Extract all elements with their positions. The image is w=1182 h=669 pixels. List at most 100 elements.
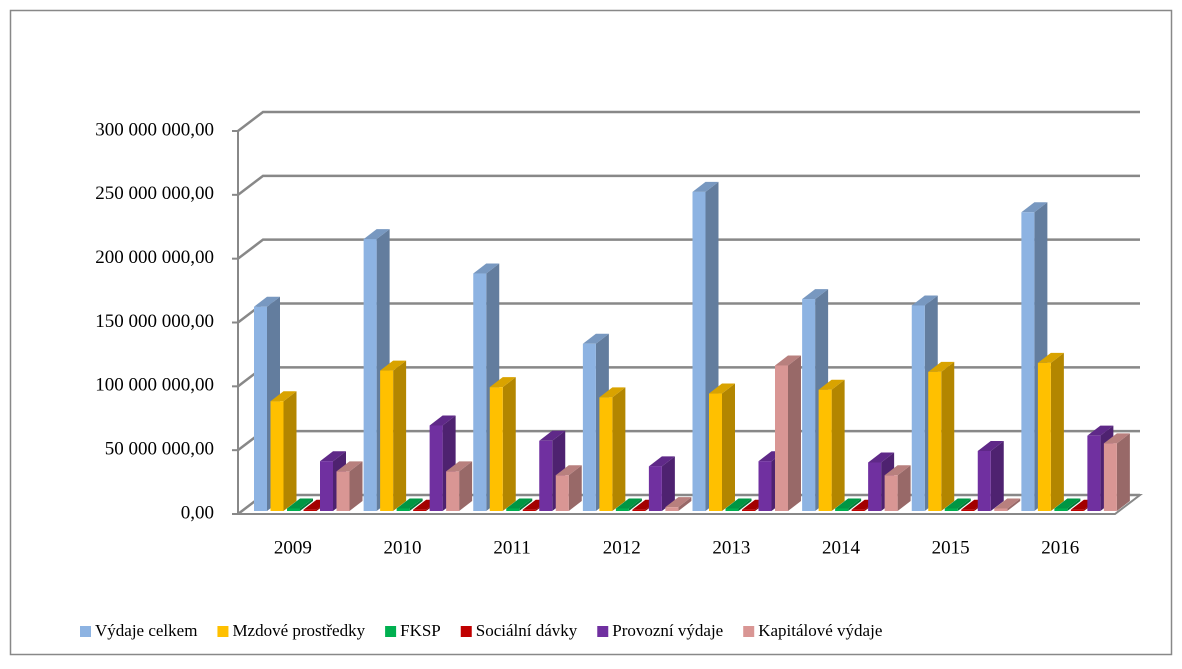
grid-line — [237, 174, 1140, 196]
bar — [336, 471, 350, 511]
x-tick-label: 2009 — [274, 537, 312, 558]
bar-side — [848, 498, 862, 511]
bar-top — [1054, 498, 1081, 509]
bar-top — [802, 289, 829, 300]
bar-top — [648, 456, 675, 467]
bar-top — [928, 361, 955, 372]
bar — [911, 305, 925, 511]
bar — [758, 461, 772, 511]
bar-top — [868, 452, 895, 463]
bar-side — [738, 498, 752, 511]
bar-top — [725, 498, 752, 509]
bar — [1070, 509, 1084, 511]
bar-side — [788, 355, 801, 511]
bar-top — [884, 465, 911, 476]
bar — [413, 509, 427, 511]
y-tick-label: 150 000 000,00 — [95, 311, 214, 332]
bar-side — [283, 391, 297, 511]
bar-side — [1050, 352, 1064, 511]
bar-top — [1021, 202, 1048, 213]
bar-side — [897, 465, 911, 511]
bar — [446, 471, 460, 511]
bar-top — [446, 461, 473, 472]
bar — [928, 371, 942, 511]
legend-swatch — [597, 626, 609, 637]
bar — [539, 440, 553, 511]
bar-side — [502, 377, 516, 511]
bar — [802, 299, 816, 511]
bar — [994, 508, 1008, 511]
bar — [1037, 362, 1051, 511]
bar-side — [957, 498, 971, 511]
bar-side — [409, 498, 423, 511]
bar — [555, 475, 569, 511]
bar — [944, 508, 958, 511]
bar-side — [519, 498, 533, 511]
bar — [977, 450, 991, 511]
bar — [851, 509, 865, 511]
bar-side — [1067, 498, 1081, 511]
bar-top — [254, 296, 280, 307]
bar-top — [539, 430, 566, 441]
bar-top — [911, 295, 938, 306]
bar — [380, 370, 394, 511]
y-tick-label: 0,00 — [181, 502, 214, 523]
bar — [648, 466, 662, 511]
bar — [582, 343, 596, 511]
grid-line — [237, 110, 1140, 132]
legend-label: Výdaje celkem — [95, 621, 197, 640]
bar-side — [349, 461, 363, 511]
bar — [961, 509, 975, 511]
bar-top — [599, 387, 626, 398]
bar — [303, 509, 317, 511]
bar-top — [473, 263, 500, 274]
bar-top — [429, 415, 456, 426]
bar-side — [831, 379, 845, 511]
bar-top — [835, 498, 862, 509]
bar — [599, 397, 613, 511]
bar — [473, 273, 487, 511]
bar-top — [775, 355, 801, 366]
legend-swatch — [743, 626, 755, 637]
bar — [270, 401, 284, 511]
bar-side — [722, 383, 735, 511]
y-tick-label: 100 000 000,00 — [95, 375, 214, 396]
bar-side — [1007, 498, 1021, 511]
bar-side — [300, 498, 313, 511]
legend-label: Mzdové prostředky — [232, 621, 365, 640]
legend-label: FKSP — [400, 621, 441, 640]
legend-label: Kapitálové výdaje — [758, 621, 882, 640]
y-tick-label: 300 000 000,00 — [95, 119, 214, 140]
bar-side — [568, 465, 582, 511]
bar-side — [1116, 433, 1130, 511]
bar-top — [944, 498, 971, 509]
bar-top — [615, 498, 642, 509]
bar-top — [692, 181, 719, 192]
bar-top — [489, 377, 516, 388]
legend-swatch — [80, 626, 91, 637]
legend-label: Sociální dávky — [476, 621, 578, 640]
bar — [489, 387, 503, 511]
x-tick-label: 2013 — [712, 537, 750, 558]
bar — [363, 239, 377, 511]
bar — [287, 508, 300, 511]
bar — [615, 508, 629, 511]
bar — [506, 508, 520, 511]
bar-top — [709, 383, 735, 394]
bar — [254, 306, 267, 511]
bar — [868, 462, 882, 511]
bar-top — [977, 440, 1004, 451]
bar-top — [665, 497, 692, 508]
legend-label: Provozní výdaje — [612, 621, 723, 640]
x-tick-label: 2016 — [1041, 537, 1079, 558]
bar-side — [628, 498, 642, 511]
legend-swatch — [217, 626, 229, 637]
bar-side — [678, 497, 692, 511]
x-tick-label: 2015 — [932, 537, 970, 558]
bar-top — [555, 465, 582, 476]
bar — [818, 389, 832, 511]
y-tick-label: 50 000 000,00 — [105, 439, 214, 460]
x-tick-label: 2011 — [493, 537, 530, 558]
bar-top — [380, 360, 407, 371]
